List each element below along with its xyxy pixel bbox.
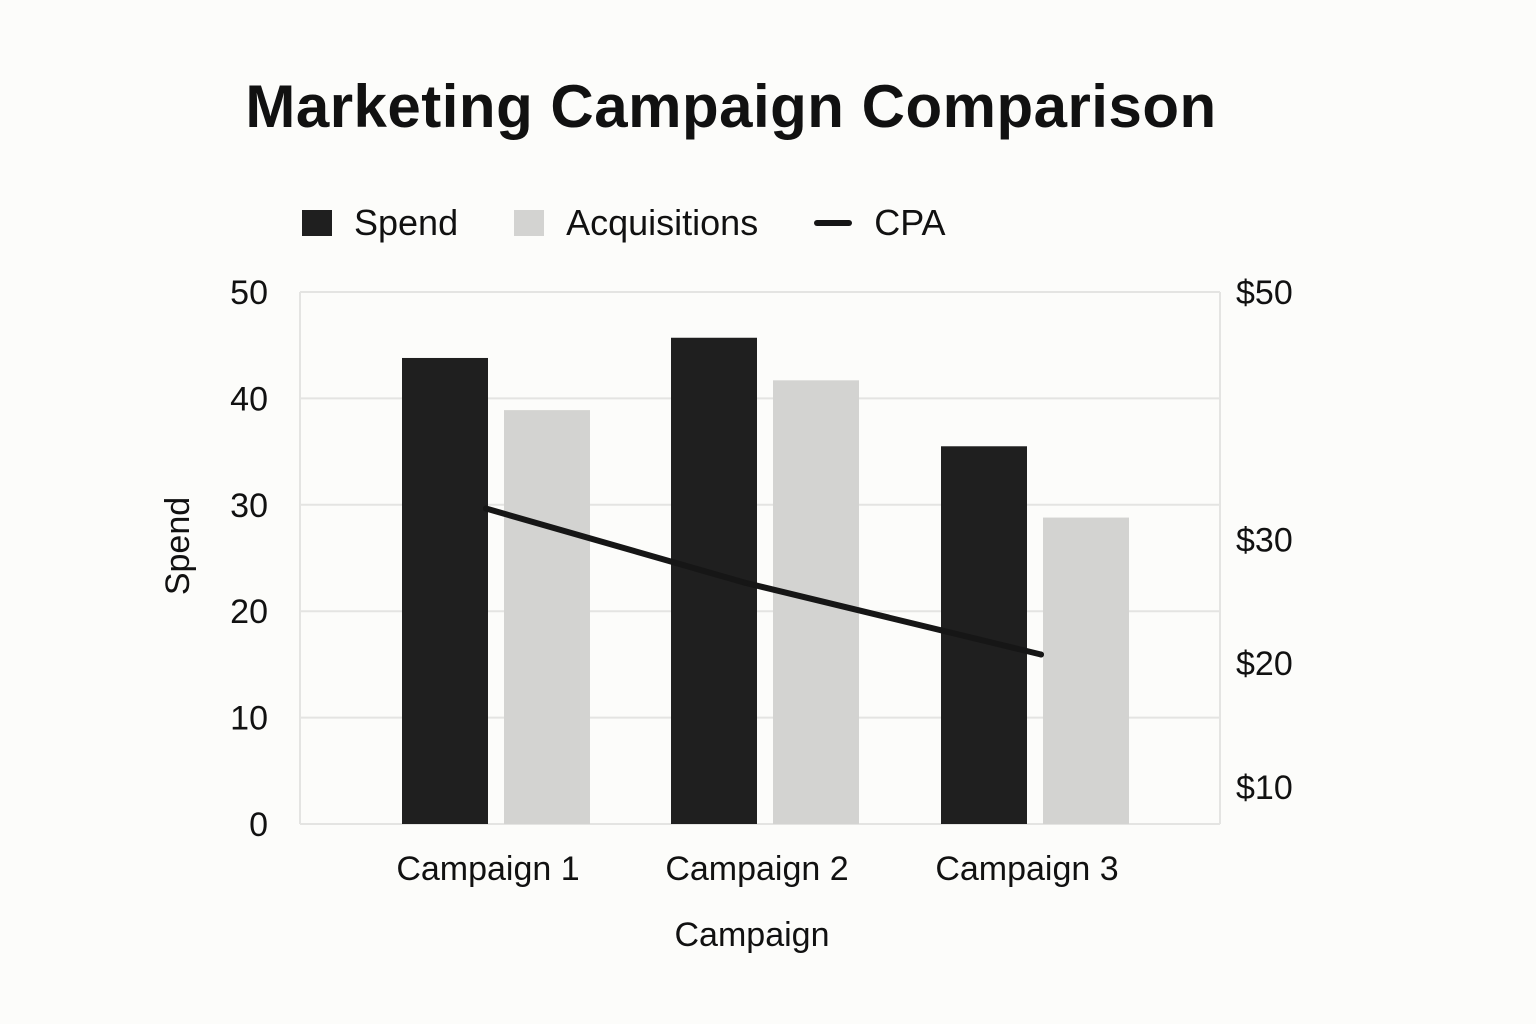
y2-tick-label: $10 — [1236, 769, 1293, 807]
chart-title: Marketing Campaign Comparison — [245, 73, 1217, 140]
x-tick-label: Campaign 1 — [396, 850, 579, 888]
y-axis-title: Spend — [159, 497, 197, 595]
legend-swatch-acquisitions — [514, 210, 545, 236]
legend-label-acquisitions: Acquisitions — [566, 202, 759, 243]
legend-swatch-spend — [302, 210, 332, 236]
y2-tick-label: $20 — [1236, 645, 1293, 683]
bar-spend-1 — [402, 357, 488, 824]
x-tick-label: Campaign 2 — [665, 850, 848, 888]
legend-item-acquisitions: Acquisitions — [514, 202, 758, 244]
legend-swatch-cpa — [814, 220, 853, 226]
legend-label-cpa: CPA — [874, 202, 946, 243]
legend-item-spend: Spend — [302, 202, 458, 244]
chart-legend: Spend Acquisitions CPA — [302, 200, 1002, 246]
y-tick-label: 30 — [230, 487, 268, 525]
y-tick-label: 40 — [230, 380, 268, 418]
cpa-point-2 — [742, 579, 748, 586]
y2-tick-label: $50 — [1236, 274, 1293, 312]
y-tick-label: 10 — [230, 700, 268, 738]
y-tick-label: 20 — [230, 593, 268, 631]
y2-tick-label: $30 — [1236, 521, 1293, 559]
legend-label-spend: Spend — [354, 202, 459, 243]
bar-acquisitions-3 — [1043, 517, 1129, 824]
y-tick-label: 0 — [249, 806, 268, 844]
y-tick-label: 50 — [230, 274, 268, 312]
bar-acquisitions-1 — [504, 410, 590, 824]
cpa-point-1 — [483, 505, 489, 512]
x-tick-label: Campaign 3 — [935, 850, 1118, 888]
legend-item-cpa: CPA — [814, 202, 946, 244]
x-axis-title: Campaign — [675, 916, 830, 954]
cpa-point-3 — [1038, 651, 1044, 658]
